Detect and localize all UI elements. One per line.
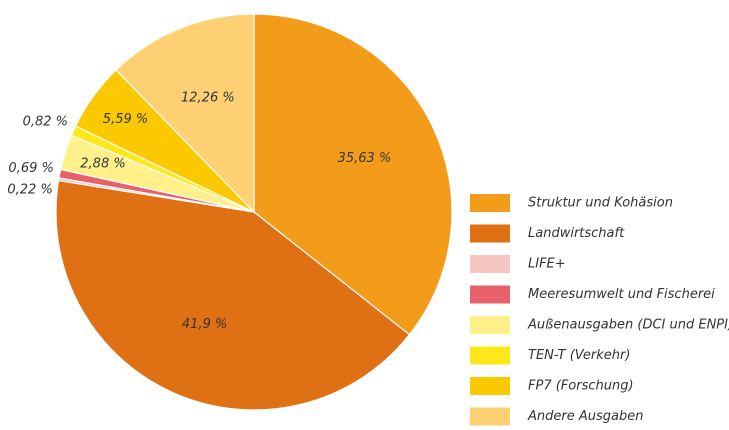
value-label: 12,26 % (181, 91, 235, 106)
value-label: 0,69 % (8, 161, 53, 176)
legend-swatch (470, 194, 510, 212)
legend-swatch (470, 377, 510, 395)
legend-label: Landwirtschaft (528, 226, 625, 241)
value-label: 2,88 % (80, 157, 125, 172)
legend-swatch (470, 255, 510, 273)
legend-swatch (470, 346, 510, 365)
value-label: 0,22 % (7, 183, 52, 198)
legend-label: Andere Ausgaben (527, 409, 643, 424)
legend-label: TEN-T (Verkehr) (528, 348, 630, 363)
legend-label: Struktur und Kohäsion (528, 196, 673, 211)
legend-label: Meeresumwelt und Fischerei (528, 287, 715, 302)
legend-swatch (470, 407, 510, 426)
legend-swatch (470, 285, 510, 304)
value-label: 0,82 % (23, 115, 68, 130)
legend-label: Außenausgaben (DCI und ENPI) (527, 318, 729, 333)
legend-label: LIFE+ (528, 257, 566, 272)
legend-swatch (470, 224, 510, 243)
value-label: 5,59 % (103, 112, 148, 127)
pie-slice (253, 13, 453, 336)
pie-slice (115, 13, 255, 214)
value-label: 41,9 % (182, 317, 227, 332)
legend-label: FP7 (Forschung) (528, 379, 634, 394)
pie-slice (55, 179, 411, 411)
value-label: 35,63 % (338, 151, 392, 166)
legend-swatch (470, 316, 510, 334)
